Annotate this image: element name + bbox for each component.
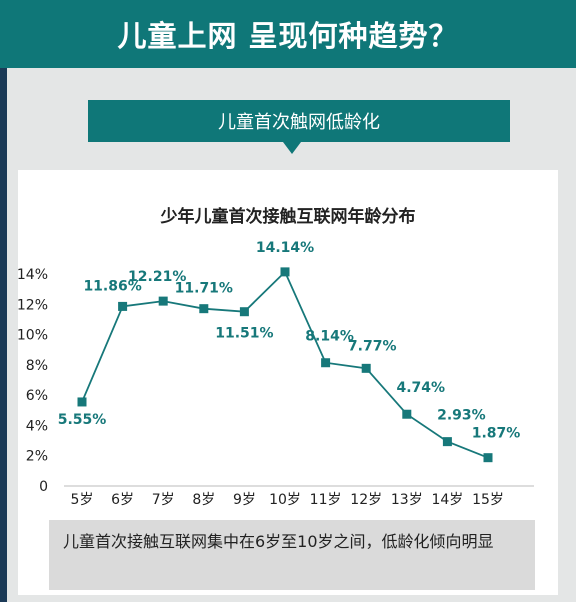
subtitle-pointer: [283, 142, 301, 154]
data-point: [442, 437, 452, 447]
x-tick-label: 6岁: [111, 492, 134, 508]
chart-card: 少年儿童首次接触互联网年龄分布 0 2% 4% 6% 8% 10% 12% 14% 5岁 6岁 7岁…: [18, 170, 558, 595]
y-tick-label: 0: [39, 479, 48, 495]
data-point: [158, 296, 168, 306]
data-point: [321, 358, 331, 368]
data-label: 4.74%: [397, 380, 446, 396]
left-accent-bar: [0, 0, 7, 602]
x-tick-label: 15岁: [472, 492, 504, 508]
data-label: 8.14%: [305, 329, 354, 345]
chart-title: 少年儿童首次接触互联网年龄分布: [160, 207, 416, 227]
y-tick-label: 2%: [26, 449, 48, 465]
data-label: 7.77%: [348, 338, 397, 354]
data-label: 11.86%: [83, 278, 141, 294]
y-tick-label: 4%: [26, 418, 48, 434]
data-label: 11.71%: [175, 281, 233, 297]
data-label: 12.21%: [128, 269, 186, 285]
data-label: 14.14%: [256, 240, 314, 256]
y-tick-label: 12%: [18, 297, 48, 313]
data-point: [77, 397, 87, 407]
x-tick-label: 11岁: [310, 492, 342, 508]
y-tick-label: 14%: [18, 267, 48, 283]
y-tick-label: 6%: [26, 388, 48, 404]
x-tick-label: 8岁: [192, 492, 215, 508]
x-tick-label: 9岁: [233, 492, 256, 508]
data-label: 11.51%: [215, 326, 273, 342]
section-subtitle: 儿童首次触网低龄化: [88, 100, 510, 142]
chart-note: 儿童首次接触互联网集中在6岁至10岁之间，低龄化倾向明显: [49, 520, 535, 590]
x-tick-label: 5岁: [71, 492, 94, 508]
y-tick-label: 10%: [18, 328, 48, 344]
series-line: [81, 270, 489, 459]
data-point: [483, 453, 493, 463]
line-chart: 0 2% 4% 6% 8% 10% 12% 14% 5岁 6岁 7岁 8岁 9岁 10岁 11岁 12岁 13岁…: [18, 240, 534, 508]
x-tick-label: 13岁: [391, 492, 423, 508]
data-point: [280, 267, 290, 277]
x-tick-label: 12岁: [350, 492, 382, 508]
x-tick-label: 7岁: [152, 492, 175, 508]
x-tick-label: 10岁: [269, 492, 301, 508]
page-title: 儿童上网 呈现何种趋势？: [0, 0, 576, 68]
data-point: [361, 363, 371, 373]
data-point: [199, 304, 209, 314]
data-label: 1.87%: [472, 426, 521, 442]
data-point: [402, 409, 412, 419]
data-label: 2.93%: [437, 408, 486, 424]
data-label: 5.55%: [58, 412, 107, 428]
data-point: [118, 301, 128, 311]
data-point: [239, 307, 249, 317]
y-tick-label: 8%: [26, 358, 48, 374]
x-tick-label: 14岁: [431, 492, 463, 508]
